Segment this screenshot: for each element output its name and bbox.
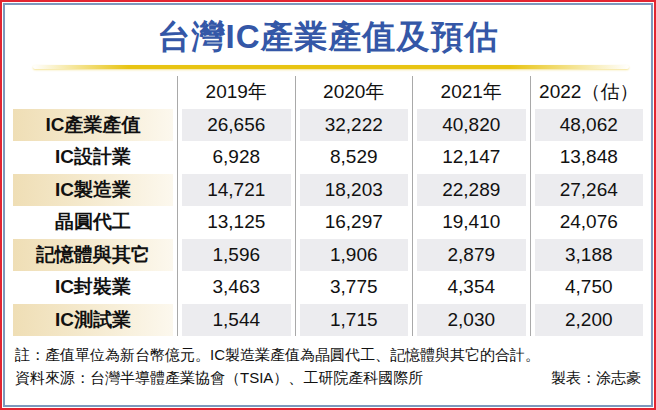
column-divider (408, 206, 417, 239)
value-cell: 22,289 (417, 174, 526, 207)
column-divider (526, 76, 535, 109)
year-header-cell: 2022（估） (535, 76, 644, 109)
value-cell: 13,125 (182, 206, 291, 239)
value-cell: 1,906 (300, 239, 409, 272)
value-cell: 14,721 (182, 174, 291, 207)
column-divider (408, 239, 417, 272)
value-cell: 8,529 (300, 141, 409, 174)
column-divider (173, 271, 182, 304)
column-divider (173, 141, 182, 174)
value-cell: 13,848 (535, 141, 644, 174)
column-divider (291, 206, 300, 239)
column-divider (526, 239, 535, 272)
column-divider (291, 141, 300, 174)
column-divider (173, 304, 182, 337)
value-cell: 24,076 (535, 206, 644, 239)
value-cell: 3,188 (535, 239, 644, 272)
year-header-cell: 2019年 (182, 76, 291, 109)
row-label-cell: IC產業產值 (13, 109, 173, 142)
table-row: IC封裝業 3,463 3,775 4,354 4,750 (13, 271, 643, 304)
title-underline-rule (33, 65, 629, 69)
row-label-cell: IC設計業 (13, 141, 173, 174)
value-cell: 1,715 (300, 304, 409, 337)
value-cell: 19,410 (417, 206, 526, 239)
value-cell: 26,656 (182, 109, 291, 142)
year-header-cell: 2020年 (300, 76, 409, 109)
page-title: 台灣IC產業產值及預估 (5, 14, 651, 60)
column-divider (408, 109, 417, 142)
column-divider (526, 271, 535, 304)
value-cell: 2,879 (417, 239, 526, 272)
row-label-cell: 晶圓代工 (13, 206, 173, 239)
table-row: 晶圓代工 13,125 16,297 19,410 24,076 (13, 206, 643, 239)
table-header-row: 2019年 2020年 2021年 2022（估） (13, 76, 643, 109)
footer-notes: 註：產值單位為新台幣億元。IC製造業產值為晶圓代工、記憶體與其它的合計。 資料來… (15, 343, 641, 390)
value-cell: 1,544 (182, 304, 291, 337)
value-cell: 27,264 (535, 174, 644, 207)
infographic-frame: 台灣IC產業產值及預估 2019年 2020年 2021年 2022（估） IC… (0, 0, 656, 410)
column-divider (526, 304, 535, 337)
column-divider (408, 141, 417, 174)
value-cell: 4,354 (417, 271, 526, 304)
row-label-cell: 記憶體與其它 (13, 239, 173, 272)
value-cell: 40,820 (417, 109, 526, 142)
table-row: IC測試業 1,544 1,715 2,030 2,200 (13, 304, 643, 337)
column-divider (291, 174, 300, 207)
value-cell: 3,463 (182, 271, 291, 304)
column-divider (173, 76, 182, 109)
column-divider (173, 206, 182, 239)
data-table: 2019年 2020年 2021年 2022（估） IC產業產值 26,656 … (13, 76, 643, 336)
value-cell: 48,062 (535, 109, 644, 142)
column-divider (408, 304, 417, 337)
column-divider (291, 271, 300, 304)
infographic-inner-panel: 台灣IC產業產值及預估 2019年 2020年 2021年 2022（估） IC… (3, 3, 653, 407)
table-row: IC產業產值 26,656 32,222 40,820 48,062 (13, 109, 643, 142)
column-divider (173, 239, 182, 272)
column-divider (526, 206, 535, 239)
value-cell: 2,200 (535, 304, 644, 337)
column-divider (408, 174, 417, 207)
value-cell: 4,750 (535, 271, 644, 304)
value-cell: 2,030 (417, 304, 526, 337)
year-header-cell: 2021年 (417, 76, 526, 109)
value-cell: 6,928 (182, 141, 291, 174)
row-label-cell: IC封裝業 (13, 271, 173, 304)
column-divider (291, 239, 300, 272)
value-cell: 12,147 (417, 141, 526, 174)
column-divider (173, 174, 182, 207)
table-row: IC設計業 6,928 8,529 12,147 13,848 (13, 141, 643, 174)
row-label-cell: IC製造業 (13, 174, 173, 207)
column-divider (408, 76, 417, 109)
source-row: 資料來源：台灣半導體產業協會（TSIA）、工研院產科國際所 製表：涂志豪 (15, 366, 641, 389)
column-divider (526, 109, 535, 142)
value-cell: 18,203 (300, 174, 409, 207)
row-label-cell: IC測試業 (13, 304, 173, 337)
source-note: 資料來源：台灣半導體產業協會（TSIA）、工研院產科國際所 (15, 366, 423, 389)
column-divider (526, 141, 535, 174)
credit-note: 製表：涂志豪 (551, 366, 641, 389)
table-row: 記憶體與其它 1,596 1,906 2,879 3,188 (13, 239, 643, 272)
value-cell: 32,222 (300, 109, 409, 142)
column-divider (173, 109, 182, 142)
column-divider (526, 174, 535, 207)
column-divider (291, 304, 300, 337)
value-cell: 1,596 (182, 239, 291, 272)
column-divider (291, 109, 300, 142)
corner-header-cell (13, 76, 173, 109)
column-divider (408, 271, 417, 304)
table-row: IC製造業 14,721 18,203 22,289 27,264 (13, 174, 643, 207)
column-divider (291, 76, 300, 109)
footnote: 註：產值單位為新台幣億元。IC製造業產值為晶圓代工、記憶體與其它的合計。 (15, 343, 641, 366)
value-cell: 3,775 (300, 271, 409, 304)
value-cell: 16,297 (300, 206, 409, 239)
